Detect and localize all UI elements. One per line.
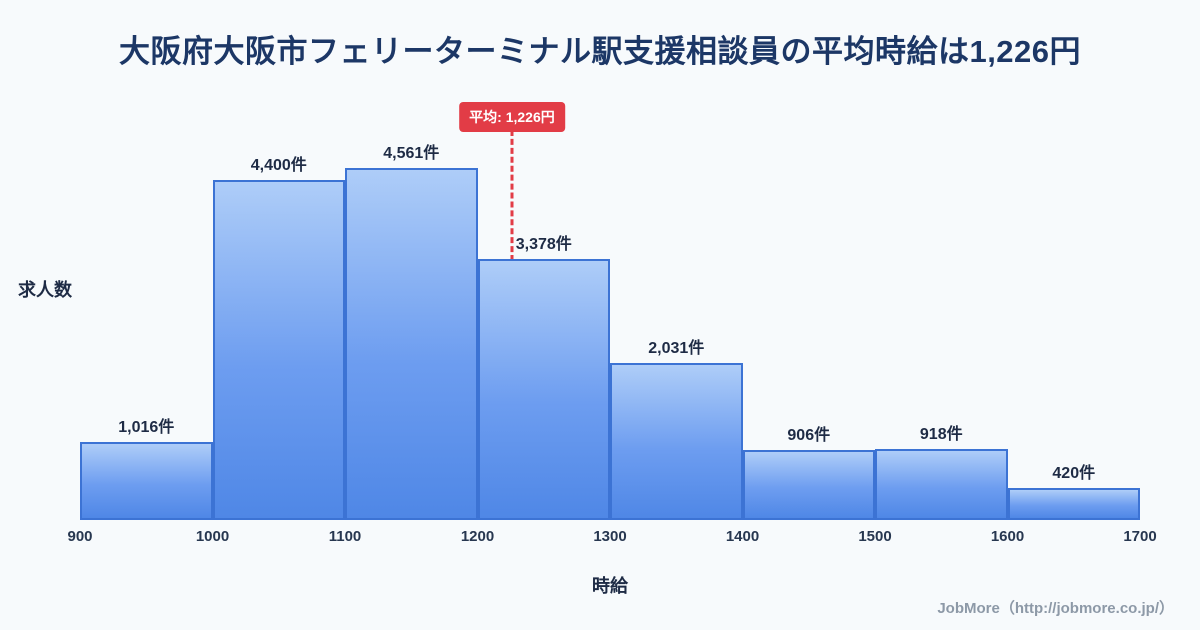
average-badge: 平均: 1,226円 [459,102,565,132]
bar-value-label: 3,378件 [515,236,572,253]
histogram-bar: 2,031件 [610,340,743,520]
footer-credit: JobMore（http://jobmore.co.jp/） [937,600,1174,617]
histogram-bar: 1,016件 [80,419,213,520]
x-tick-label: 1200 [460,528,495,545]
x-tick-label: 1300 [593,528,627,545]
x-axis-label: 時給 [592,576,628,596]
x-tick-label: 1000 [195,528,230,545]
chart-area: 求人数 平均: 1,226円 1,016件 4,400件 4,561件 3,378件 2… [18,100,1140,520]
x-tick-label: 1500 [858,528,892,545]
x-tick-label: 1100 [328,528,362,545]
plot-area: 平均: 1,226円 1,016件 4,400件 4,561件 3,378件 2,031… [80,100,1140,520]
bar-value-label: 4,561件 [383,145,440,162]
histogram-bar: 4,561件 [345,145,478,520]
bar-value-label: 2,031件 [648,340,705,357]
x-tick-label: 1600 [990,528,1025,545]
bar-value-label: 1,016件 [118,419,175,436]
bar-value-label: 918件 [919,426,963,443]
histogram-bar: 918件 [875,426,1008,520]
x-tick-label: 1700 [1123,528,1157,545]
histogram-bar: 4,400件 [212,157,345,520]
bar-value-label: 4,400件 [250,157,307,174]
histogram-bar: 906件 [742,427,875,520]
x-tick-label: 900 [67,528,93,545]
page-title: 大阪府大阪市フェリーターミナル駅支援相談員の平均時給は1,226円 [118,34,1082,69]
bar-value-label: 906件 [787,427,831,444]
y-axis-label: 求人数 [18,280,72,300]
bar-value-label: 420件 [1052,465,1096,482]
histogram-bar: 3,378件 [477,236,610,520]
histogram-bar: 420件 [1007,465,1140,520]
x-tick-label: 1400 [725,528,760,545]
x-axis-ticks: 900 1000 1100 1200 1300 1400 1500 1600 1700 [67,528,1156,550]
